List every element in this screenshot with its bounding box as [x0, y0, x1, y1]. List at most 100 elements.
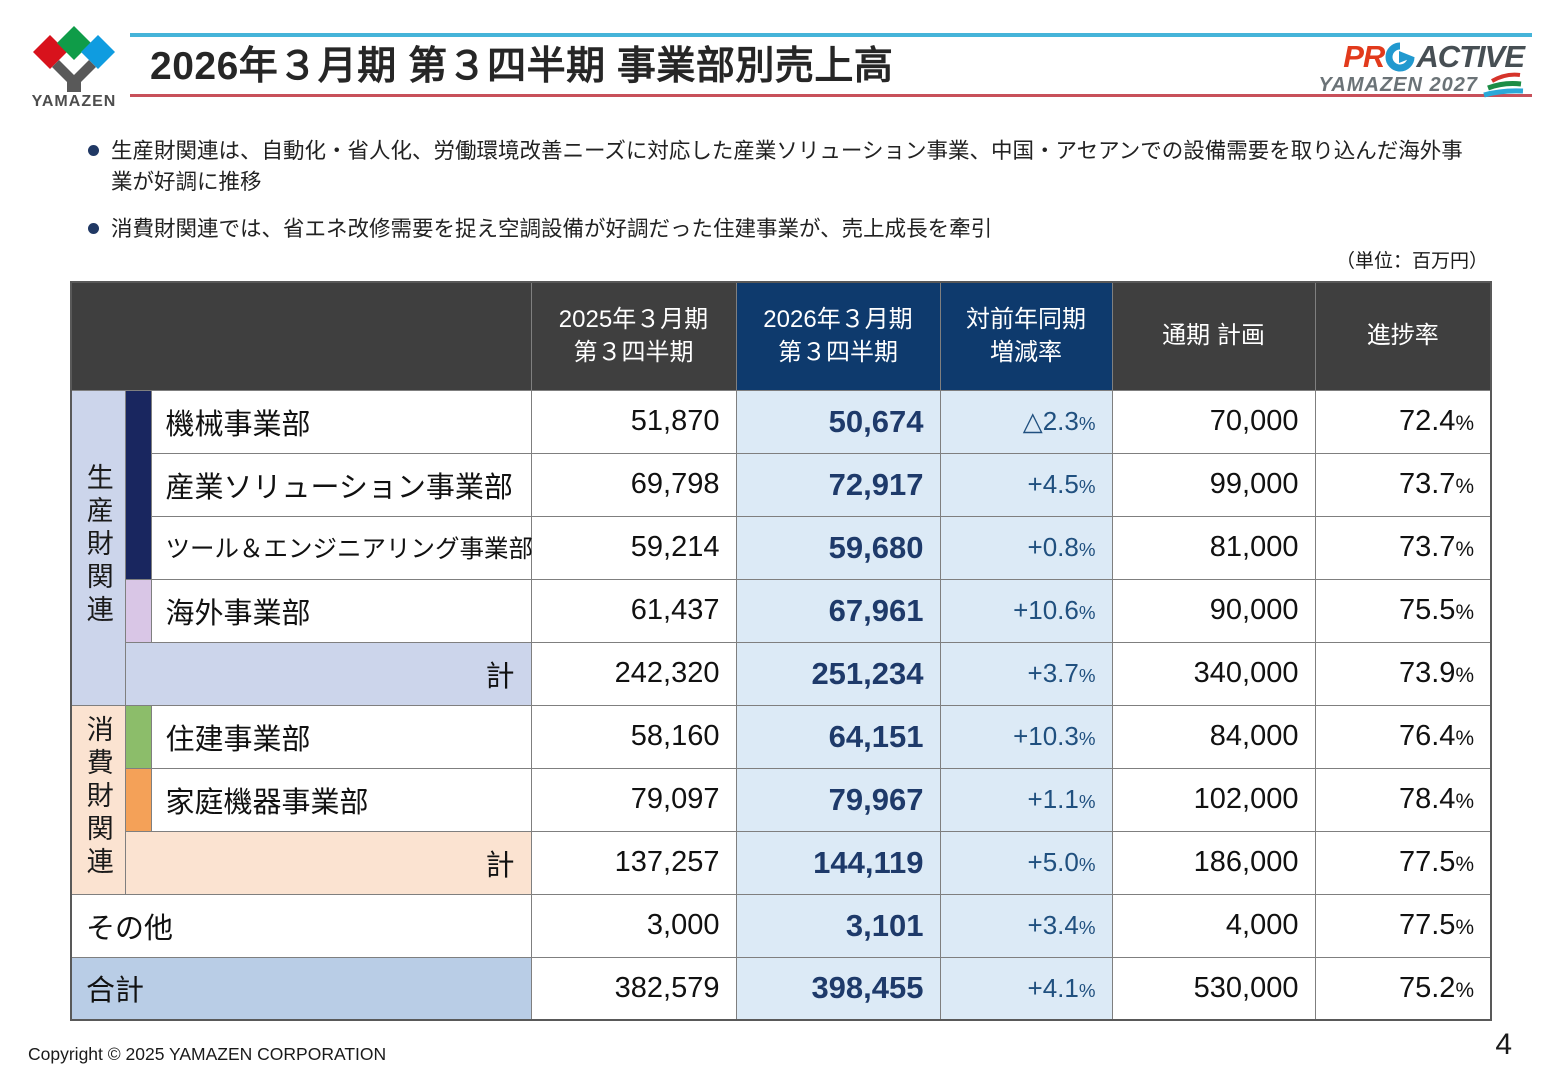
segment-sales-table: 2025年３月期 第３四半期 2026年３月期 第３四半期 対前年同期 増減率 … [70, 281, 1492, 1021]
yamazen-logo: YAMAZEN [24, 12, 124, 111]
cell-fy2025: 69,798 [530, 452, 737, 517]
cell-plan: 340,000 [1111, 641, 1316, 706]
cell-progress: 77.5% [1314, 830, 1492, 895]
cell-yoy: △2.3% [939, 389, 1113, 454]
cell-fy2025: 51,870 [530, 389, 737, 454]
col-header-fy2026: 2026年３月期 第３四半期 [735, 281, 941, 391]
corner-cell [70, 281, 532, 391]
cell-yoy: +5.0% [939, 830, 1113, 895]
col-header-yoy: 対前年同期 増減率 [939, 281, 1113, 391]
table-row-home-appliances: 家庭機器事業部 79,097 79,967 +1.1% 102,000 78.4… [71, 767, 1492, 832]
cell-fy2025: 58,160 [530, 704, 737, 769]
cell-plan: 90,000 [1111, 578, 1316, 643]
cell-fy2026: 251,234 [735, 641, 941, 706]
cell-progress: 73.7% [1314, 515, 1492, 580]
row-label-total: 合計 [70, 956, 532, 1021]
cell-progress: 73.7% [1314, 452, 1492, 517]
group-label-production: 生産財関連 [70, 389, 126, 706]
proactive-pr-text: PR [1343, 39, 1385, 74]
cell-plan: 4,000 [1111, 893, 1316, 958]
table-row-industrial-solutions: 産業ソリューション事業部 69,798 72,917 +4.5% 99,000 … [71, 452, 1492, 517]
cell-yoy: +1.1% [939, 767, 1113, 832]
page-number: 4 [1495, 1028, 1512, 1061]
cell-yoy: +4.1% [939, 956, 1113, 1021]
cell-fy2026: 398,455 [735, 956, 941, 1021]
table-row-other: その他 3,000 3,101 +3.4% 4,000 77.5% [70, 893, 1492, 958]
division-name: 産業ソリューション事業部 [150, 452, 532, 517]
division-name: 機械事業部 [150, 389, 532, 454]
cell-plan: 186,000 [1111, 830, 1316, 895]
yamazen-logo-mark [33, 26, 115, 92]
table-row-machinery: 生産財関連 機械事業部 51,870 50,674 △2.3% 70,000 7… [70, 389, 1492, 706]
division-name: ツール＆エンジニアリング事業部 [150, 515, 533, 580]
cell-fy2025: 79,097 [530, 767, 737, 832]
cell-yoy: +10.3% [939, 704, 1113, 769]
cell-plan: 530,000 [1111, 956, 1316, 1021]
cell-progress: 78.4% [1314, 767, 1492, 832]
table-row-production-subtotal: 計 242,320 251,234 +3.7% 340,000 73.9% [71, 641, 1492, 706]
cell-progress: 73.9% [1314, 641, 1492, 706]
cell-fy2025: 3,000 [530, 893, 737, 958]
subtotal-label: 計 [124, 830, 532, 895]
cell-fy2026: 144,119 [735, 830, 941, 895]
table-row-consumer-subtotal: 計 137,257 144,119 +5.0% 186,000 77.5% [71, 830, 1492, 895]
cell-fy2026: 67,961 [735, 578, 941, 643]
cell-progress: 75.5% [1314, 578, 1492, 643]
col-header-fy2025: 2025年３月期 第３四半期 [530, 281, 737, 391]
cell-yoy: +10.6% [939, 578, 1113, 643]
header-row: 2025年３月期 第３四半期 2026年３月期 第３四半期 対前年同期 増減率 … [70, 281, 1492, 391]
title-band: 2026年３月期 第３四半期 事業部別売上高 PR ACTIVE YAMAZEN… [130, 33, 1532, 98]
cell-progress: 75.2% [1314, 956, 1492, 1021]
row-label-other: その他 [70, 893, 532, 958]
cell-fy2026: 72,917 [735, 452, 941, 517]
page-title: 2026年３月期 第３四半期 事業部別売上高 [150, 45, 894, 88]
table-row-total: 合計 382,579 398,455 +4.1% 530,000 75.2% [70, 956, 1492, 1021]
cell-progress: 72.4% [1314, 389, 1492, 454]
bullet-icon [88, 223, 99, 235]
cell-fy2026: 79,967 [735, 767, 941, 832]
color-strip-green [124, 704, 152, 769]
group-label-consumer: 消費財関連 [70, 704, 126, 895]
cell-plan: 102,000 [1111, 767, 1316, 832]
proactive-swoosh-icon [1483, 72, 1524, 98]
cell-fy2026: 3,101 [735, 893, 941, 958]
cell-plan: 84,000 [1111, 704, 1316, 769]
logo-y-trunk [52, 60, 96, 92]
color-strip-navy [124, 389, 152, 580]
bullet-icon [88, 145, 99, 156]
proactive-active-text: ACTIVE [1416, 39, 1525, 74]
cell-plan: 81,000 [1111, 515, 1316, 580]
bullet-production: 生産財関連は、自動化・省人化、労働環境改善ニーズに対応した産業ソリューション事業… [88, 136, 1484, 197]
color-strip-orange [124, 767, 152, 832]
proactive-arrow-icon [1385, 42, 1415, 72]
logo-company-name: YAMAZEN [31, 93, 117, 110]
bullet-text: 消費財関連では、省エネ改修需要を捉え空調設備が好調だった住建事業が、売上成長を牽… [111, 217, 993, 242]
table-row-tool-engineering: ツール＆エンジニアリング事業部 59,214 59,680 +0.8% 81,0… [71, 515, 1492, 580]
col-header-plan: 通期 計画 [1111, 281, 1316, 391]
summary-bullets: 生産財関連は、自動化・省人化、労働環境改善ニーズに対応した産業ソリューション事業… [88, 136, 1484, 262]
division-name: 家庭機器事業部 [150, 767, 532, 832]
col-header-progress: 進捗率 [1314, 281, 1492, 391]
cell-fy2026: 50,674 [735, 389, 941, 454]
cell-fy2026: 64,151 [735, 704, 941, 769]
cell-yoy: +3.7% [939, 641, 1113, 706]
cell-progress: 77.5% [1314, 893, 1492, 958]
cell-fy2025: 382,579 [530, 956, 737, 1021]
cell-plan: 99,000 [1111, 452, 1316, 517]
copyright-text: Copyright © 2025 YAMAZEN CORPORATION [28, 1044, 387, 1064]
unit-label: （単位：百万円） [1335, 251, 1488, 272]
division-name: 海外事業部 [150, 578, 532, 643]
table-row-overseas: 海外事業部 61,437 67,961 +10.6% 90,000 75.5% [71, 578, 1492, 643]
division-name: 住建事業部 [150, 704, 532, 769]
cell-fy2026: 59,680 [735, 515, 941, 580]
cell-progress: 76.4% [1314, 704, 1492, 769]
color-strip-lilac [124, 578, 152, 643]
cell-fy2025: 59,214 [530, 515, 737, 580]
cell-yoy: +3.4% [939, 893, 1113, 958]
cell-yoy: +0.8% [939, 515, 1113, 580]
cell-fy2025: 137,257 [530, 830, 737, 895]
proactive-logo: PR ACTIVE YAMAZEN 2027 [1318, 39, 1525, 98]
bullet-consumer: 消費財関連では、省エネ改修需要を捉え空調設備が好調だった住建事業が、売上成長を牽… [88, 214, 1484, 245]
cell-yoy: +4.5% [939, 452, 1113, 517]
proactive-subtitle: YAMAZEN 2027 [1318, 73, 1478, 96]
